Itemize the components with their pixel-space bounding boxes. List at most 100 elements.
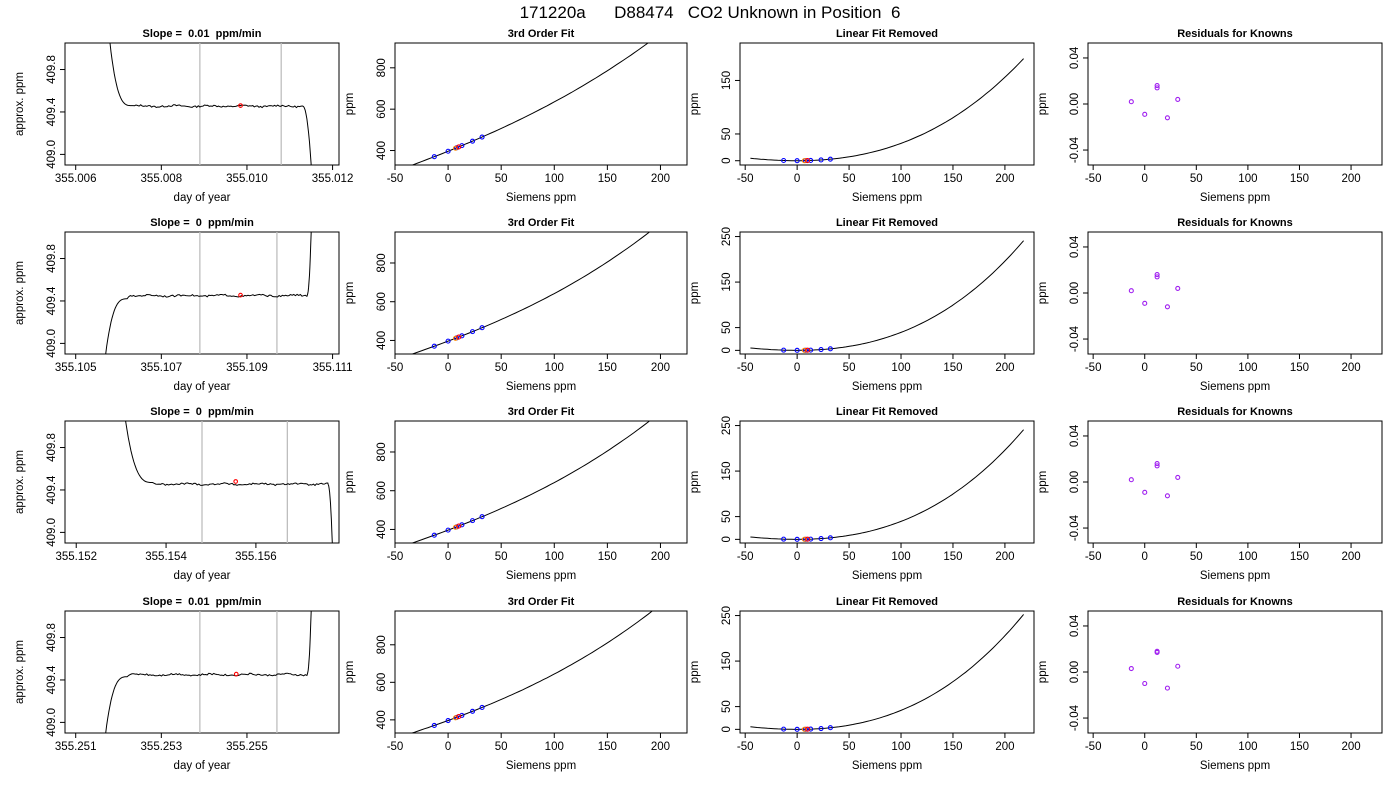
chart-panel-r3c0: Slope = 0.01 ppm/min day of year approx. p…	[14, 596, 340, 772]
residual-point	[1175, 96, 1181, 102]
known-point	[781, 157, 787, 164]
x-tick-label: 100	[545, 173, 564, 185]
known-point	[469, 518, 476, 524]
x-tick-label: 200	[995, 173, 1014, 185]
residual-point	[1128, 477, 1134, 483]
chart-panel-r3c2: Linear Fit Removed Siemens ppm ppm -50 0 50 10…	[689, 596, 1035, 772]
unknown-point	[804, 158, 811, 164]
known-point	[818, 725, 824, 732]
x-tick-label: 100	[891, 551, 910, 563]
x-tick-label: 50	[843, 551, 856, 563]
x-tick-label: -50	[387, 551, 404, 563]
x-tick-label: 150	[1290, 362, 1309, 374]
y-tick-label: 150	[721, 272, 733, 291]
y-axis-label: ppm	[1037, 282, 1049, 304]
plot-frame	[394, 610, 688, 734]
y-axis-label: approx. ppm	[14, 640, 26, 704]
y-tick-label: 409.0	[46, 518, 58, 547]
known-point	[431, 532, 437, 538]
x-tick-label: 150	[943, 741, 962, 753]
x-tick-label: 355.111	[313, 362, 353, 374]
x-tick-label: 355.152	[55, 551, 97, 563]
y-tick-label: 409.0	[46, 708, 58, 737]
red-data-point	[238, 103, 243, 108]
residual-point	[1142, 111, 1148, 117]
known-point	[827, 725, 833, 731]
y-tick-label: 0.04	[1069, 46, 1081, 69]
known-point	[781, 347, 787, 353]
y-tick-label: 50	[721, 321, 733, 334]
panels-grid: Slope = 0.01 ppm/min day of year approx. p…	[14, 28, 1383, 772]
x-tick-label: 0	[794, 741, 800, 753]
y-tick-label: 409.0	[46, 329, 58, 358]
x-tick-label: 50	[843, 173, 856, 185]
known-point	[469, 708, 476, 714]
x-tick-label: 100	[545, 741, 564, 753]
y-tick-label: 0.00	[1069, 93, 1081, 115]
y-axis-label: ppm	[1037, 661, 1049, 683]
known-point	[445, 338, 451, 344]
chart-panel-r2c0: Slope = 0 ppm/min day of year approx. ppm 3…	[14, 406, 340, 582]
x-tick-label: 355.109	[226, 362, 268, 374]
plot-area	[750, 58, 1024, 164]
known-point	[479, 704, 485, 711]
plot-frame	[394, 420, 688, 544]
y-axis-label: approx. ppm	[14, 450, 26, 514]
known-point	[808, 726, 814, 732]
x-tick-label: -50	[387, 741, 404, 753]
fit-curve	[750, 614, 1024, 730]
known-point	[781, 536, 787, 542]
x-tick-label: -50	[387, 173, 404, 185]
panel-title: Linear Fit Removed	[836, 28, 938, 40]
y-tick-label: 409.8	[46, 55, 58, 84]
plot-frame	[64, 231, 340, 355]
known-point	[479, 514, 485, 520]
plot-area	[109, 43, 312, 165]
x-tick-label: 150	[1290, 551, 1309, 563]
y-tick-label: 250	[721, 606, 733, 625]
y-tick-label: 0.00	[1069, 471, 1081, 493]
y-axis-label: ppm	[689, 471, 701, 493]
residual-point	[1128, 288, 1134, 294]
trace-line	[105, 611, 312, 733]
panel-title: Slope = 0.01 ppm/min	[143, 596, 262, 608]
panel-title: Linear Fit Removed	[836, 596, 938, 608]
x-tick-label: 50	[843, 741, 856, 753]
x-tick-label: 355.006	[55, 173, 97, 185]
plot-frame	[394, 231, 688, 355]
unknown-point-orange	[801, 726, 807, 732]
y-tick-label: 0.00	[1069, 661, 1081, 683]
plot-area	[750, 240, 1024, 353]
y-tick-label: -0.04	[1069, 136, 1081, 163]
x-tick-label: 355.255	[226, 741, 268, 753]
x-axis-label: Siemens ppm	[1200, 570, 1270, 582]
x-tick-label: 200	[651, 741, 670, 753]
fit-curve	[410, 421, 651, 543]
fit-curve	[410, 232, 651, 354]
known-point	[479, 325, 485, 331]
known-point	[469, 138, 476, 144]
known-point	[479, 134, 485, 140]
fit-curve	[750, 58, 1024, 162]
x-tick-label: 0	[794, 362, 800, 374]
unknown-point	[804, 726, 811, 732]
panel-title: 3rd Order Fit	[508, 406, 575, 418]
y-tick-label: 409.8	[46, 623, 58, 652]
x-tick-label: -50	[1085, 551, 1102, 563]
x-tick-label: 200	[1341, 173, 1360, 185]
known-point	[818, 536, 824, 542]
x-axis-label: Siemens ppm	[852, 760, 922, 772]
y-axis-label: ppm	[689, 93, 701, 115]
panel-title: Residuals for Knowns	[1177, 406, 1293, 418]
x-tick-label: 355.010	[226, 173, 268, 185]
x-tick-label: 0	[794, 551, 800, 563]
panel-title: 3rd Order Fit	[508, 596, 575, 608]
unknown-point-orange	[801, 158, 807, 164]
page-title: 171220a D88474 CO2 Unknown in Position 6	[520, 3, 901, 22]
known-point	[445, 148, 451, 154]
x-tick-label: 150	[598, 173, 617, 185]
panel-title: 3rd Order Fit	[508, 28, 575, 40]
x-tick-label: 50	[843, 362, 856, 374]
residual-point	[1142, 300, 1148, 306]
y-tick-label: 400	[376, 520, 388, 539]
